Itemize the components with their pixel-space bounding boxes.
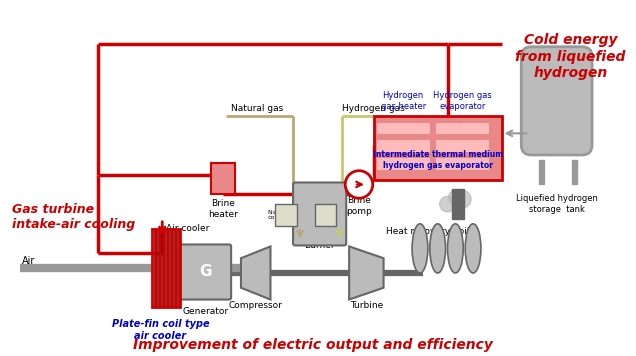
Bar (174, 229, 177, 307)
Bar (158, 229, 161, 307)
Bar (436, 140, 489, 152)
Ellipse shape (430, 224, 446, 273)
Bar (275, 204, 297, 226)
Ellipse shape (412, 224, 428, 273)
Bar (162, 229, 165, 307)
Text: Plate-fin coil type
air cooler: Plate-fin coil type air cooler (111, 319, 209, 341)
Text: Brine
pomp: Brine pomp (346, 197, 372, 216)
FancyBboxPatch shape (522, 47, 592, 155)
Text: Natural gas
compressor: Natural gas compressor (268, 210, 305, 220)
Circle shape (439, 196, 455, 212)
Text: Air cooler: Air cooler (166, 224, 210, 233)
Bar (452, 189, 464, 219)
Circle shape (448, 190, 462, 204)
Bar (178, 229, 181, 307)
Bar (436, 122, 489, 134)
Bar (155, 229, 157, 307)
FancyBboxPatch shape (180, 245, 231, 299)
Polygon shape (241, 246, 270, 299)
Text: Heat recovery boiler: Heat recovery boiler (386, 227, 479, 236)
Bar (377, 140, 430, 152)
Bar (153, 229, 180, 307)
Bar (166, 229, 169, 307)
Text: Air: Air (22, 256, 35, 266)
Ellipse shape (448, 224, 463, 273)
Text: Hydrogen
gas heater: Hydrogen gas heater (380, 91, 426, 111)
Text: Natural gas: Natural gas (231, 104, 284, 113)
Bar (315, 204, 336, 226)
Text: Burner: Burner (305, 241, 335, 250)
Text: Gas turbine
intake-air cooling: Gas turbine intake-air cooling (12, 203, 135, 231)
Text: Turbine: Turbine (350, 300, 384, 309)
Circle shape (345, 171, 373, 198)
Bar (377, 122, 430, 134)
Bar (377, 158, 430, 170)
Text: Generator: Generator (183, 307, 228, 316)
FancyBboxPatch shape (293, 183, 346, 245)
Text: Improvement of electric output and efficiency: Improvement of electric output and effic… (133, 338, 493, 352)
Bar (572, 160, 577, 184)
Text: Intermediate thermal medium
hydrogen gas evaporator: Intermediate thermal medium hydrogen gas… (373, 150, 502, 170)
Text: Cold energy
from liquefied
hydrogen: Cold energy from liquefied hydrogen (515, 33, 626, 80)
Bar (436, 158, 489, 170)
Text: G: G (199, 265, 212, 279)
Text: Liquefied hydrogen
storage  tank: Liquefied hydrogen storage tank (516, 194, 598, 214)
Bar (539, 160, 544, 184)
Text: Hydrogen gas
compressor: Hydrogen gas compressor (303, 210, 347, 220)
Text: Brine
heater: Brine heater (209, 199, 238, 219)
Text: Liquefied hydrogen: Liquefied hydrogen (420, 129, 502, 138)
Bar (211, 163, 235, 194)
Bar (170, 229, 172, 307)
Text: Hydrogen gas
evaporator: Hydrogen gas evaporator (433, 91, 492, 111)
Text: Braine: Braine (315, 183, 344, 192)
Text: Compressor: Compressor (229, 300, 282, 309)
Ellipse shape (465, 224, 481, 273)
Text: Hydrogen gas: Hydrogen gas (342, 104, 405, 113)
Polygon shape (349, 246, 384, 299)
Circle shape (453, 190, 471, 208)
Bar (374, 116, 502, 179)
